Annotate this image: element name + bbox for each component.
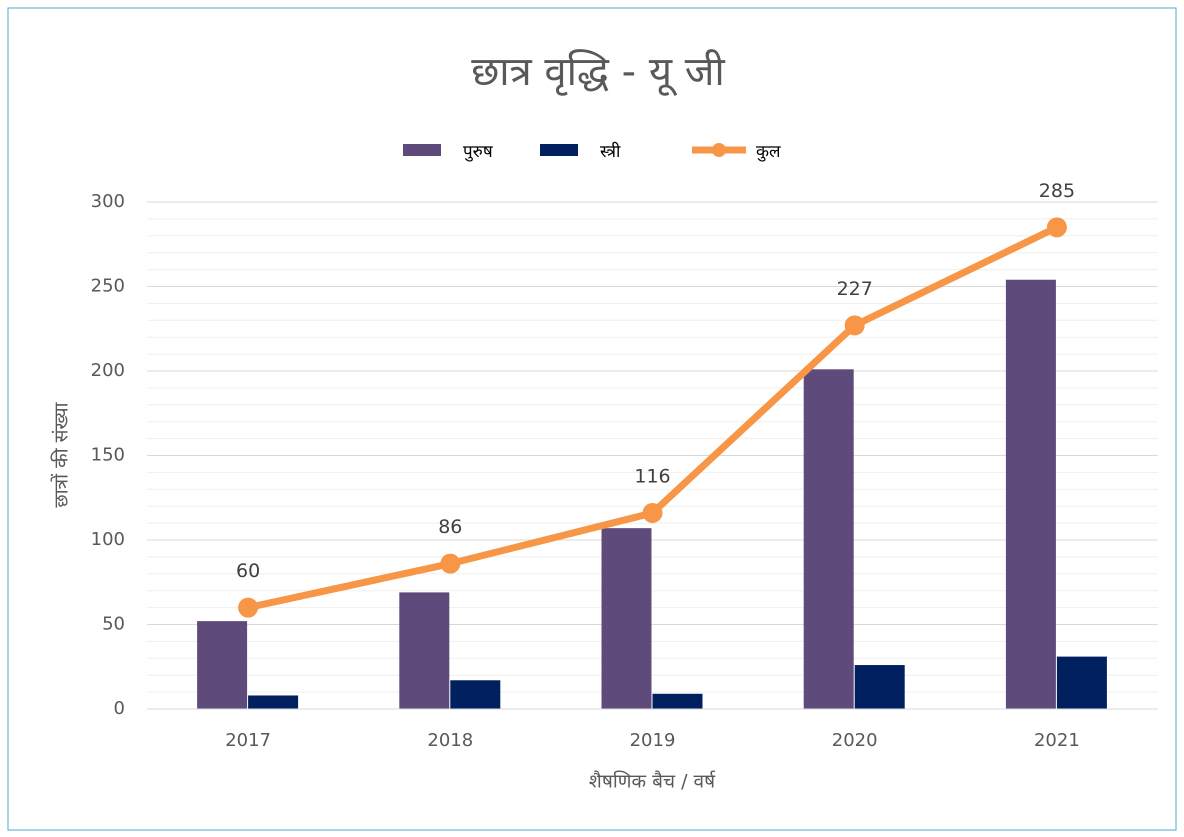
data-label: 227 xyxy=(837,278,873,300)
x-tick-label: 2017 xyxy=(225,730,271,751)
x-axis-label: शैषणिक बैच / वर्ष xyxy=(589,770,716,793)
x-tick-label: 2020 xyxy=(832,730,878,751)
chart-title: छात्र वृद्धि - यू जी xyxy=(471,49,725,96)
line-marker xyxy=(440,553,461,574)
line-marker xyxy=(238,597,259,618)
line-marker xyxy=(642,502,663,523)
y-tick-label: 200 xyxy=(91,360,125,381)
x-tick-label: 2021 xyxy=(1034,730,1080,751)
bar xyxy=(197,621,248,709)
bar xyxy=(854,665,905,709)
bar xyxy=(399,592,450,709)
bar xyxy=(450,680,501,709)
data-label: 60 xyxy=(236,560,260,582)
y-tick-label: 0 xyxy=(114,698,125,719)
bar xyxy=(601,528,652,709)
legend-marker xyxy=(712,143,726,157)
x-tick-label: 2019 xyxy=(630,730,676,751)
bar xyxy=(1005,279,1056,709)
y-axis-label: छात्रों की संख्या xyxy=(50,401,73,507)
data-label: 86 xyxy=(438,516,462,538)
bar xyxy=(803,369,854,709)
line-marker xyxy=(1046,217,1067,238)
y-tick-label: 100 xyxy=(91,529,125,550)
bar xyxy=(248,695,299,709)
legend-label: कुल xyxy=(756,142,781,162)
y-tick-label: 250 xyxy=(91,276,125,297)
data-label: 116 xyxy=(634,465,670,487)
legend-label: पुरुष xyxy=(463,142,494,162)
x-tick-label: 2018 xyxy=(427,730,473,751)
bar xyxy=(1056,656,1107,709)
legend-label: स्त्री xyxy=(600,141,621,162)
data-label: 285 xyxy=(1039,180,1075,202)
legend-swatch xyxy=(540,144,578,156)
y-tick-label: 300 xyxy=(91,191,125,212)
y-tick-label: 50 xyxy=(102,614,125,635)
line-marker xyxy=(844,315,865,336)
legend-swatch xyxy=(403,144,441,156)
bar xyxy=(652,693,703,709)
chart-border xyxy=(7,7,1177,831)
y-tick-label: 150 xyxy=(91,445,125,466)
